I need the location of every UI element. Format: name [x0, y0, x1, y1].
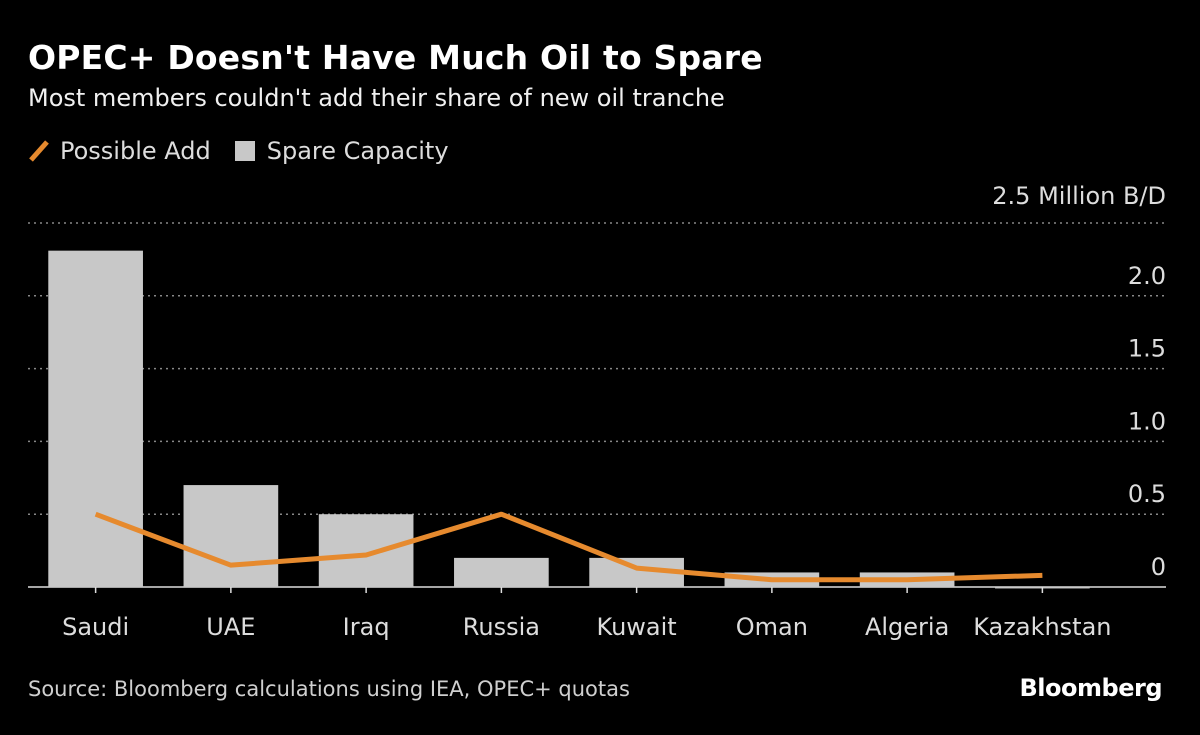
source-note: Source: Bloomberg calculations using IEA… [28, 677, 630, 701]
x-tick-label: Algeria [865, 613, 949, 641]
y-unit-label: 2.5 Million B/D [992, 182, 1166, 210]
y-tick-label: 0.5 [1128, 480, 1166, 508]
x-tick-label: Saudi [62, 613, 129, 641]
y-tick-label: 0 [1151, 553, 1166, 581]
x-tick-label: Kuwait [597, 613, 677, 641]
bar-russia [454, 558, 549, 587]
y-tick-label: 1.5 [1128, 335, 1166, 363]
x-tick-label: Oman [736, 613, 808, 641]
bar-saudi [48, 251, 143, 587]
bar-uae [184, 485, 279, 587]
x-tick-label: UAE [206, 613, 255, 641]
y-tick-label: 1.0 [1128, 407, 1166, 435]
x-tick-label: Russia [463, 613, 540, 641]
x-tick-label: Iraq [343, 613, 390, 641]
y-tick-label: 2.0 [1128, 262, 1166, 290]
x-tick-label: Kazakhstan [973, 613, 1111, 641]
bar-iraq [319, 514, 414, 587]
bloomberg-logo: Bloomberg [1020, 674, 1162, 702]
